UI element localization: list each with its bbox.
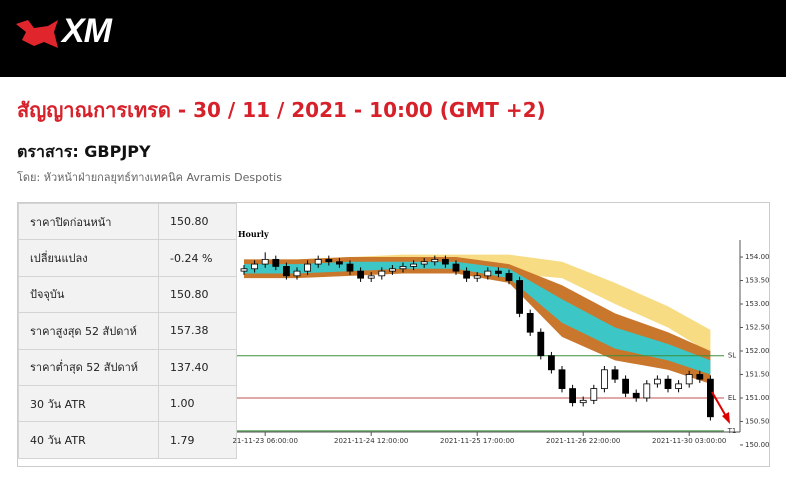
x-tick-label: 21-11-23 06:00:00 — [232, 437, 297, 445]
candle-body — [664, 378, 672, 389]
y-tick-label: 153.00 — [745, 300, 770, 308]
candle-body — [346, 263, 354, 272]
candle-body — [378, 270, 386, 277]
y-tick-label: 151.00 — [745, 394, 770, 402]
x-tick-label: 2021-11-25 17:00:00 — [440, 437, 514, 445]
candle-body — [431, 258, 439, 263]
stat-label: ราคาสูงสุด 52 สัปดาห์ — [18, 312, 159, 350]
stat-label: 30 วัน ATR — [18, 384, 159, 423]
stat-value: 1.00 — [158, 384, 237, 423]
candle-body — [601, 369, 608, 389]
candle-body — [410, 263, 418, 267]
y-tick-label: 150.50 — [745, 417, 770, 425]
candle-body — [452, 263, 460, 272]
ma-band — [244, 254, 711, 354]
y-tick-label: 152.50 — [745, 324, 770, 332]
candle-body — [399, 266, 407, 270]
table-row: ราคาต่ำสุด 52 สัปดาห์ 137.40 — [18, 348, 237, 386]
candle-body — [357, 270, 365, 279]
candle-body — [675, 383, 682, 389]
table-row: 40 วัน ATR 1.79 — [18, 421, 237, 459]
candle-body — [272, 258, 280, 267]
table-row: ปัจจุบัน 150.80 — [18, 275, 237, 314]
stat-value: 1.79 — [158, 421, 237, 459]
byline: โดย: หัวหน้าฝ่ายกลยุทธ์ทางเทคนิค Avramis… — [17, 171, 282, 184]
candle-body — [441, 258, 449, 265]
stat-value: -0.24 % — [158, 239, 237, 277]
y-tick-label: 152.00 — [745, 347, 770, 355]
candle-body — [325, 258, 333, 263]
candle-body — [707, 378, 714, 418]
candle-body — [526, 313, 534, 333]
candle-body — [569, 388, 576, 404]
instrument: ตราสาร: GBPJPY — [17, 142, 151, 161]
stats-table: ราคาปิดก่อนหน้า 150.80 เปลี่ยนแปลง -0.24 % ป… — [18, 202, 237, 459]
x-tick-label: 2021-11-24 12:00:00 — [334, 437, 408, 445]
x-tick-label: 2021-11-26 22:00:00 — [546, 437, 620, 445]
y-tick-label: 151.50 — [745, 370, 770, 378]
table-row: 30 วัน ATR 1.00 — [18, 384, 237, 423]
candle-body — [622, 378, 629, 394]
candle-body — [590, 388, 598, 401]
y-tick-label: 153.50 — [745, 277, 770, 285]
candle-body — [240, 268, 248, 272]
level-label: EL — [728, 394, 736, 402]
candle-body — [420, 261, 428, 265]
candle-body — [304, 263, 312, 272]
candle-body — [367, 275, 375, 279]
stat-value: 150.80 — [158, 202, 237, 241]
ma-band — [244, 261, 711, 375]
arrow-head — [722, 412, 730, 424]
stat-label: เปลี่ยนแปลง — [18, 239, 159, 277]
timeframe-label: Hourly — [238, 229, 269, 239]
table-row: ราคาปิดก่อนหน้า 150.80 — [18, 202, 237, 241]
y-tick-label: 150.00 — [745, 441, 770, 449]
candle-body — [654, 378, 661, 385]
candle-body — [548, 355, 555, 371]
candle-body — [505, 273, 513, 281]
table-row: เปลี่ยนแปลง -0.24 % — [18, 239, 237, 277]
candle-body — [558, 369, 566, 389]
candle-body — [388, 268, 396, 272]
logo-text[interactable]: XM — [62, 12, 112, 50]
candle-body — [314, 258, 322, 265]
stat-label: ปัจจุบัน — [18, 275, 159, 314]
y-tick-label: 154.00 — [745, 253, 770, 261]
level-label: SL — [728, 352, 736, 360]
logo-icon — [16, 20, 58, 48]
candle-body — [463, 270, 471, 279]
candle-body — [537, 331, 545, 357]
stat-label: 40 วัน ATR — [18, 421, 159, 459]
candle-body — [632, 392, 640, 399]
candle-body — [516, 280, 523, 314]
candle-body — [696, 374, 704, 380]
candle-body — [261, 258, 269, 265]
table-row: ราคาสูงสุด 52 สัปดาห์ 157.38 — [18, 312, 237, 350]
candle-body — [579, 399, 587, 404]
panel — [17, 202, 770, 467]
stat-label: ราคาปิดก่อนหน้า — [18, 202, 159, 241]
candle-body — [473, 275, 481, 279]
candle-body — [484, 270, 492, 277]
header-bar — [0, 0, 786, 77]
stat-label: ราคาต่ำสุด 52 สัปดาห์ — [18, 348, 159, 386]
stat-value: 137.40 — [158, 348, 237, 386]
candle-body — [494, 270, 502, 274]
target-arrow — [711, 391, 728, 419]
candle-body — [293, 270, 301, 277]
candle-body — [685, 374, 693, 385]
level-label: T1 — [727, 427, 737, 435]
page-title: สัญญาณการเทรด - 30 / 11 / 2021 - 10:00 (… — [17, 98, 546, 122]
candle-body — [335, 261, 343, 265]
candle-body — [611, 369, 619, 380]
x-tick-label: 2021-11-30 03:00:00 — [652, 437, 726, 445]
candle-body — [643, 383, 651, 399]
candle-body — [282, 266, 290, 277]
candle-body — [251, 263, 259, 270]
stat-value: 157.38 — [158, 312, 237, 350]
